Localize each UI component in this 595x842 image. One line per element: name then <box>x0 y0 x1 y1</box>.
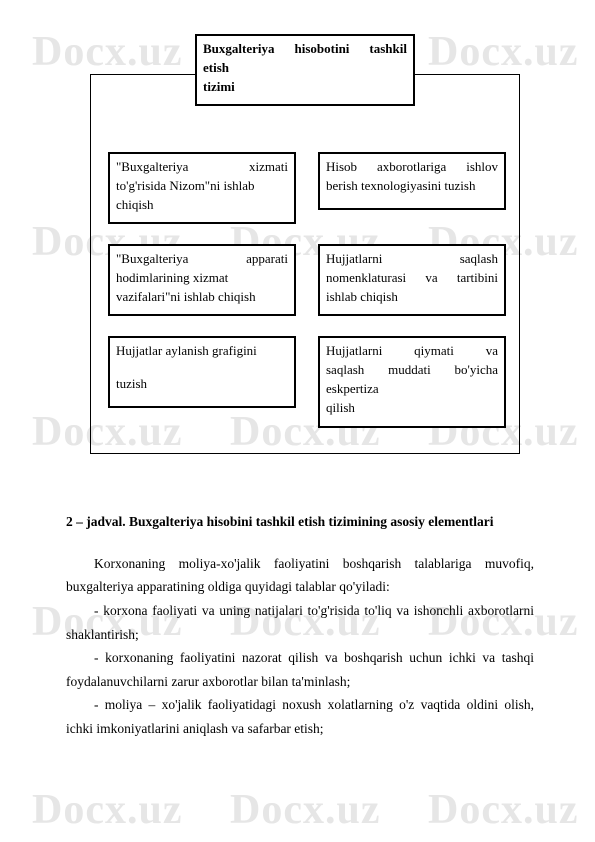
diagram-title-line: Buxgalteriya hisobotini tashkil <box>203 40 407 59</box>
diagram-box: Hujjatlar aylanish grafigini tuzish <box>108 336 296 408</box>
diagram-box-line: chiqish <box>116 196 288 215</box>
bullet-item: - korxona faoliyati va uning natijalari … <box>66 599 534 646</box>
diagram-box: Hujjatlarni saqlash nomenklaturasi va ta… <box>318 244 506 316</box>
diagram-box-line: Hujjatlar aylanish grafigini <box>116 342 288 361</box>
bullet-item: - korxonaning faoliyatini nazorat qilish… <box>66 646 534 693</box>
diagram-box-line: vazifalari"ni ishlab chiqish <box>116 288 288 307</box>
diagram-box-line: saqlash muddati bo'yicha <box>326 361 498 380</box>
diagram-box-line: berish texnologiyasini tuzish <box>326 177 498 196</box>
watermark: Docx.uz <box>428 786 578 834</box>
diagram-box-line: hodimlarining xizmat <box>116 269 288 288</box>
diagram-box-line: Hisob axborotlariga ishlov <box>326 158 498 177</box>
section-heading: 2 – jadval. Buxgalteriya hisobini tashki… <box>66 510 534 534</box>
diagram-box-line: eskpertiza <box>326 380 498 399</box>
body-text: 2 – jadval. Buxgalteriya hisobini tashki… <box>66 510 534 741</box>
watermark: Docx.uz <box>32 786 182 834</box>
paragraph: Korxonaning moliya-xo'jalik faoliyatini … <box>66 552 534 599</box>
diagram-title-line: tizimi <box>203 78 407 97</box>
diagram-box-line: qilish <box>326 399 498 418</box>
diagram-box-line: nomenklaturasi va tartibini <box>326 269 498 288</box>
diagram-title-line: etish <box>203 59 407 78</box>
diagram-title-box: Buxgalteriya hisobotini tashkil etish ti… <box>195 34 415 106</box>
diagram-box: Hujjatlarni qiymati va saqlash muddati b… <box>318 336 506 428</box>
diagram-box: "Buxgalteriya xizmati to'g'risida Nizom"… <box>108 152 296 224</box>
diagram-box-line: "Buxgalteriya xizmati <box>116 158 288 177</box>
diagram-container: Buxgalteriya hisobotini tashkil etish ti… <box>90 34 520 454</box>
diagram-box-line: to'g'risida Nizom"ni ishlab <box>116 177 288 196</box>
diagram-box: Hisob axborotlariga ishlov berish texnol… <box>318 152 506 210</box>
watermark: Docx.uz <box>230 786 380 834</box>
diagram-box-line: tuzish <box>116 375 288 394</box>
bullet-item: - moliya – xo'jalik faoliyatidagi noxush… <box>66 693 534 740</box>
diagram-box-line: Hujjatlarni qiymati va <box>326 342 498 361</box>
diagram-box: "Buxgalteriya apparati hodimlarining xiz… <box>108 244 296 316</box>
diagram-box-line: Hujjatlarni saqlash <box>326 250 498 269</box>
diagram-box-line: "Buxgalteriya apparati <box>116 250 288 269</box>
diagram-box-line: ishlab chiqish <box>326 288 498 307</box>
